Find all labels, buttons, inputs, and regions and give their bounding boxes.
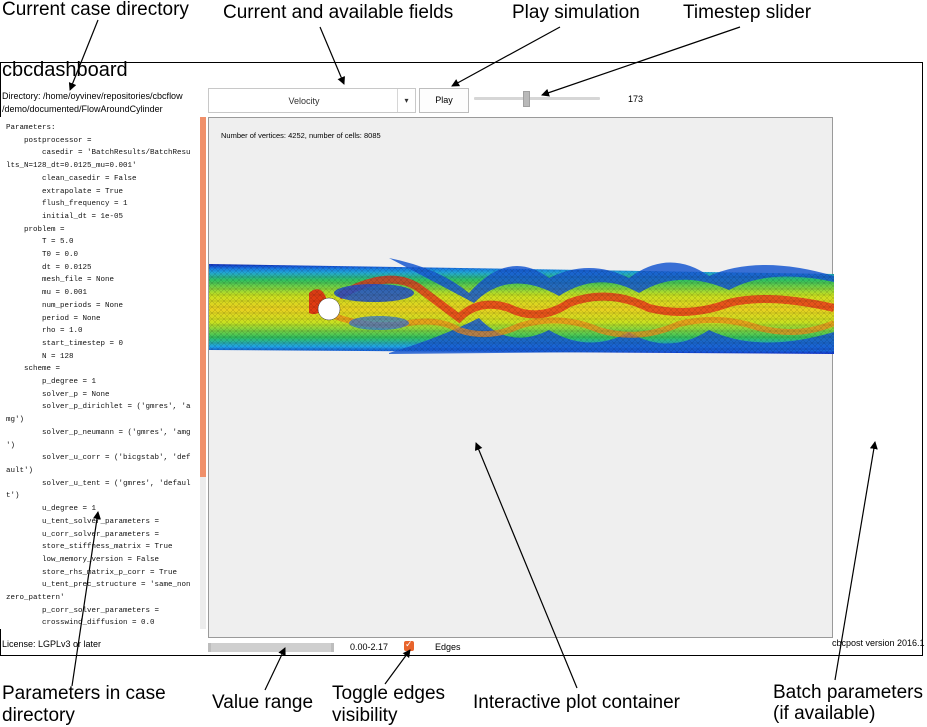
play-button[interactable]: Play xyxy=(419,88,469,113)
field-select[interactable]: Velocity ▾ xyxy=(208,88,416,113)
annotation-toggle-1: Toggle edges xyxy=(332,683,446,704)
app-title: cbcdashboard xyxy=(2,59,128,81)
chevron-down-icon[interactable]: ▾ xyxy=(397,89,415,112)
cylinder-obstacle xyxy=(317,297,341,321)
version-text: cbcpost version 2016.1 xyxy=(832,638,925,648)
annotation-play: Play simulation xyxy=(512,2,640,23)
timestep-slider-track[interactable] xyxy=(474,97,600,100)
plot-container[interactable]: Number of vertices: 4252, number of cell… xyxy=(208,117,834,639)
annotation-batch-1: Batch parameters xyxy=(773,682,923,703)
timestep-slider-thumb[interactable] xyxy=(522,91,530,107)
annotation-value-range: Value range xyxy=(212,692,314,713)
annotation-toggle-2: visibility xyxy=(332,705,398,726)
directory-line-1: Directory: /home/oyvinev/repositories/cb… xyxy=(2,91,183,101)
value-range-slider[interactable] xyxy=(208,643,334,652)
field-select-value: Velocity xyxy=(288,96,320,106)
directory-line-2: /demo/documented/FlowAroundCylinder xyxy=(2,104,163,114)
annotation-timestep: Timestep slider xyxy=(683,2,812,23)
mesh-info: Number of vertices: 4252, number of cell… xyxy=(221,131,381,140)
edges-label: Edges xyxy=(435,642,461,652)
parameters-scrollbar[interactable] xyxy=(200,117,206,477)
annotation-parameters-1: Parameters in case xyxy=(2,683,166,704)
annotation-parameters-2: directory xyxy=(2,705,75,726)
annotation-case-directory: Current case directory xyxy=(2,0,189,20)
flow-channel xyxy=(209,258,834,354)
annotation-plot: Interactive plot container xyxy=(473,692,681,713)
directory-path: Directory: /home/oyvinev/repositories/cb… xyxy=(2,90,202,116)
flow-plot[interactable] xyxy=(209,118,834,639)
parameters-panel[interactable]: Parameters: postprocessor = casedir = 'B… xyxy=(0,117,206,629)
annotation-fields: Current and available fields xyxy=(223,2,454,23)
value-range-text: 0.00-2.17 xyxy=(350,642,389,652)
annotation-batch-2: (if available) xyxy=(773,703,876,724)
license-text: License: LGPLv3 or later xyxy=(2,639,102,649)
edges-checkbox[interactable] xyxy=(404,639,414,651)
timestep-value: 173 xyxy=(628,94,644,104)
parameters-text: Parameters: postprocessor = casedir = 'B… xyxy=(6,124,191,628)
